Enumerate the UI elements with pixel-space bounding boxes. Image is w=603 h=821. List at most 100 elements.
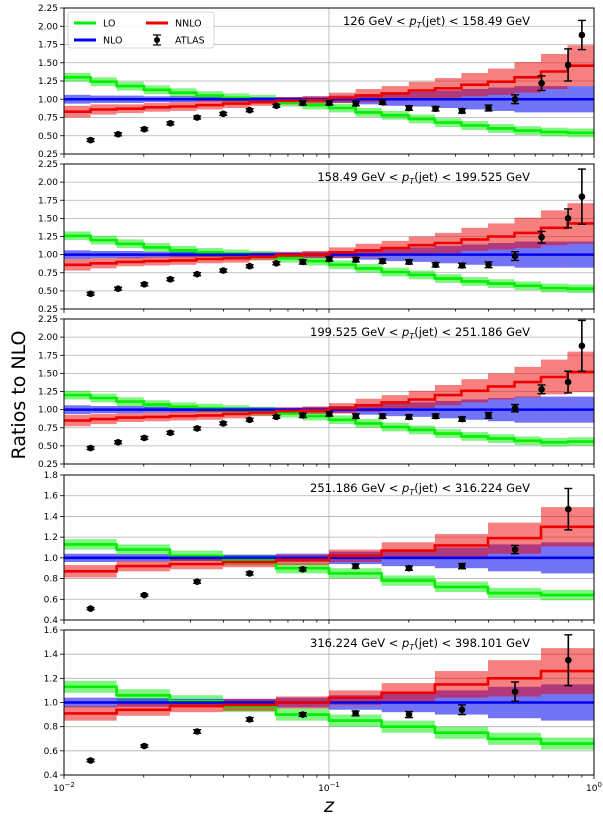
atlas-point (87, 136, 94, 144)
y-tick-label: 0.4 (44, 771, 59, 781)
x-axis-title: z (323, 795, 335, 817)
y-tick-label: 1.00 (38, 406, 58, 416)
y-tick-label: 1.8 (44, 471, 59, 481)
y-tick-label: 1.75 (38, 41, 58, 51)
atlas-point (578, 342, 586, 350)
atlas-point (246, 416, 253, 424)
atlas-point (432, 261, 439, 269)
lo-line (64, 234, 594, 290)
atlas-point (485, 104, 492, 112)
y-tick-label: 2.00 (38, 178, 58, 188)
atlas-point (167, 275, 174, 283)
atlas-point (405, 711, 413, 718)
panel-plot-area (64, 168, 594, 298)
y-tick-label: 1.50 (38, 369, 58, 379)
atlas-point (326, 255, 333, 263)
y-tick-label: 1.2 (44, 674, 58, 684)
y-tick-label: 1.75 (38, 196, 58, 206)
atlas-point (379, 257, 386, 265)
atlas-point (578, 31, 586, 39)
legend-label-nnlo: NNLO (175, 19, 202, 30)
panel-2: 0.25 0.50 0.75 1.00 1.25 1.50 1.75 2.00 2.25 158.… (38, 160, 595, 315)
atlas-point (511, 546, 519, 553)
atlas-point (114, 438, 122, 446)
y-tick-label: 1.6 (44, 626, 59, 636)
y-tick-label: 0.75 (38, 114, 58, 124)
atlas-point (219, 110, 227, 118)
atlas-point (458, 562, 466, 570)
y-tick-label: 1.25 (38, 233, 58, 243)
atlas-point (511, 688, 519, 695)
panel-3: 0.25 0.50 0.75 1.00 1.25 1.50 1.75 2.00 2.25 199.… (38, 315, 595, 470)
atlas-point (458, 107, 466, 115)
y-tick-label: 0.6 (44, 595, 59, 605)
nnlo-line (64, 525, 594, 573)
atlas-point (352, 256, 360, 264)
atlas-point (141, 281, 148, 288)
atlas-point (511, 404, 519, 412)
x-tick-label: 10−1 (318, 781, 340, 794)
atlas-point (352, 412, 360, 420)
atlas-point (379, 412, 386, 420)
atlas-point (87, 757, 94, 764)
legend-frame (67, 11, 215, 49)
atlas-point (565, 505, 572, 513)
atlas-point (219, 267, 227, 274)
y-tick-label: 1.4 (44, 512, 59, 522)
panel-5: 0.4 0.6 0.8 1.0 1.2 1.4 1.6 316.224 GeV < pT(je… (44, 626, 595, 781)
nnlo-line (64, 64, 594, 113)
atlas-point (193, 270, 201, 278)
atlas-point (352, 100, 360, 107)
panel-plot-area (64, 19, 594, 144)
nnlo-line (64, 669, 594, 715)
atlas-point (114, 285, 122, 293)
atlas-point (193, 728, 201, 735)
atlas-point (379, 98, 386, 106)
atlas-point (246, 570, 253, 577)
atlas-point (565, 656, 572, 664)
atlas-point (299, 711, 307, 718)
y-tick-label: 0.25 (38, 460, 58, 470)
atlas-point (273, 413, 280, 421)
y-tick-label: 2.00 (38, 22, 58, 32)
atlas-point (511, 95, 519, 103)
y-tick-label: 1.4 (44, 650, 59, 660)
y-tick-label: 2.25 (38, 4, 58, 14)
atlas-point (485, 412, 492, 419)
y-tick-label: 2.25 (38, 315, 58, 325)
atlas-point (273, 260, 280, 267)
nnlo-line (64, 370, 594, 422)
y-tick-label: 2.25 (38, 160, 58, 170)
lo-line (64, 543, 594, 597)
atlas-point (141, 591, 148, 599)
atlas-point (219, 420, 227, 427)
y-tick-label: 1.50 (38, 214, 58, 224)
y-tick-label: 1.25 (38, 388, 58, 398)
atlas-point (114, 130, 122, 138)
y-tick-label: 0.8 (44, 723, 59, 733)
atlas-point (167, 429, 174, 437)
lo-line (64, 76, 594, 135)
y-axis-title: Ratios to NLO (8, 331, 30, 460)
y-tick-label: 0.50 (38, 442, 58, 452)
lo-line (64, 393, 594, 444)
atlas-point (352, 710, 359, 717)
atlas-point (246, 262, 253, 270)
y-tick-label: 1.2 (44, 533, 58, 543)
x-tick-label: 100 (586, 781, 602, 794)
lo-line (64, 685, 594, 745)
y-tick-label: 0.4 (44, 616, 59, 626)
atlas-point (193, 425, 201, 432)
legend-swatch-atlas-point (154, 37, 160, 43)
panel-plot-area (64, 487, 594, 612)
atlas-point (405, 104, 413, 112)
y-tick-label: 0.25 (38, 150, 58, 160)
atlas-point (485, 261, 492, 269)
atlas-point (141, 434, 148, 442)
atlas-point (299, 565, 307, 573)
atlas-point (299, 258, 307, 266)
legend-label-nlo: NLO (103, 36, 123, 47)
atlas-point (299, 412, 307, 419)
y-tick-label: 1.6 (44, 492, 59, 502)
